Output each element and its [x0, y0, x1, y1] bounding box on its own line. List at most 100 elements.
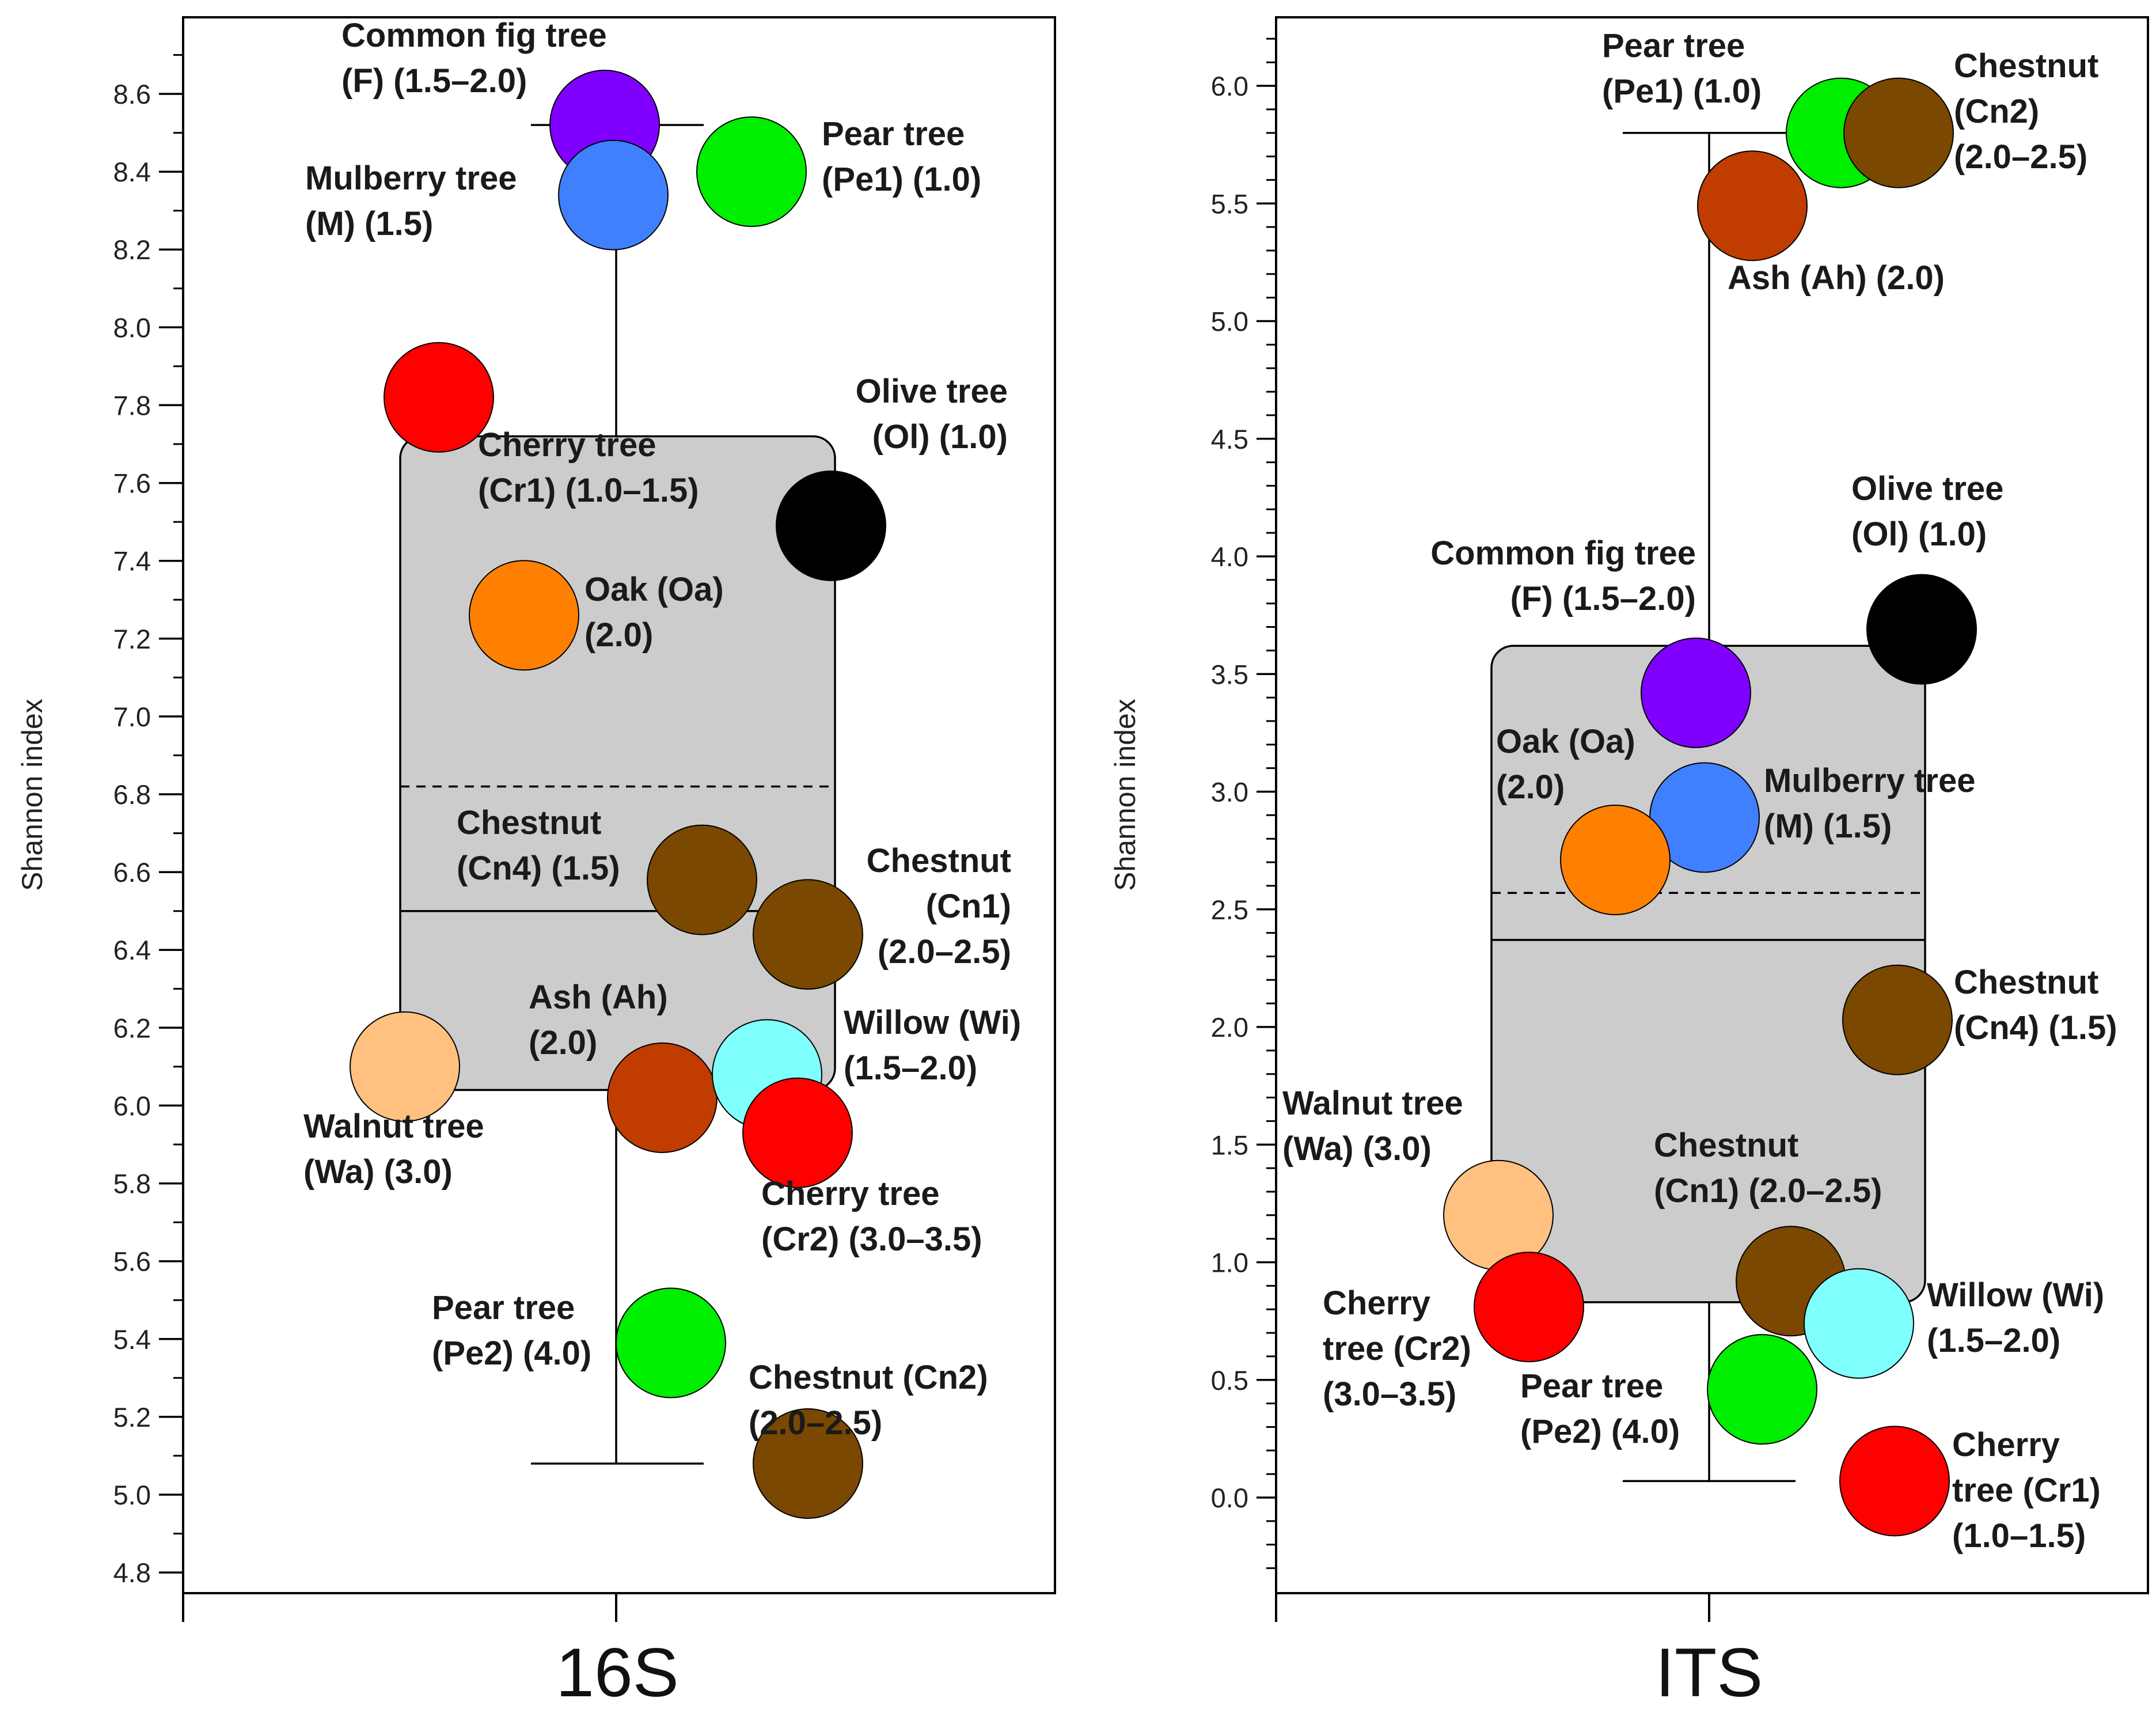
y-tick-label: 5.8	[113, 1169, 151, 1199]
point-label-line: Willow (Wi)	[844, 1004, 1021, 1041]
y-tick-label: 7.0	[113, 702, 151, 732]
y-tick-label: 6.4	[113, 935, 151, 965]
y-tick-label: 7.6	[113, 468, 151, 499]
point-label-common-fig-tree-f: Common fig tree (F) (1.5–2.0)	[341, 17, 607, 100]
point-label-olive-tree-ol: Olive tree (Ol) (1.0)	[1851, 470, 2003, 553]
point-label-chestnut-cn1: Chestnut (Cn1) (2.0–2.5)	[1654, 1127, 1882, 1210]
point-label-olive-tree-ol: Olive tree (Ol) (1.0)	[856, 373, 1008, 456]
panel-title: 16S	[556, 1634, 679, 1711]
point-label-line: (Cn1) (2.0–2.5)	[1654, 1172, 1882, 1210]
point-label-line: (Cn4) (1.5)	[457, 850, 620, 887]
point-label-line: Cherry	[1323, 1284, 1430, 1322]
point-label-chestnut-cn1: Chestnut (Cn1) (2.0–2.5)	[867, 842, 1011, 971]
point-label-line: tree (Cr1)	[1952, 1472, 2101, 1509]
point-label-line: Olive tree	[856, 373, 1008, 410]
point-cherry-tree-cr2	[1474, 1252, 1584, 1363]
point-label-line: (Pe2) (4.0)	[432, 1335, 591, 1372]
panel-16s: 4.8 5.0 5.2 5.4 5.6 5.8 6.0 6.2 6.4 6.6 6.8 7.0 7.2 7…	[16, 16, 1056, 1711]
point-willow-wi	[1804, 1268, 1914, 1379]
point-label-line: (Cn2)	[1954, 93, 2039, 130]
point-label-line: (F) (1.5–2.0)	[341, 62, 527, 100]
y-axis-label: Shannon index	[16, 699, 48, 891]
point-label-cherry-tree-cr2: Cherry tree (Cr2) (3.0–3.5)	[1323, 1284, 1471, 1413]
y-tick-label: 7.4	[113, 546, 151, 577]
point-label-cherry-tree-cr1: Cherry tree (Cr1) (1.0–1.5)	[478, 426, 699, 509]
point-oak-oa	[469, 560, 579, 671]
point-ash-ah	[607, 1042, 718, 1153]
y-axis-label: Shannon index	[1109, 699, 1141, 891]
y-tick-label: 5.6	[113, 1246, 151, 1277]
point-label-line: Mulberry tree	[305, 160, 517, 197]
point-label-line: tree (Cr2)	[1323, 1330, 1471, 1367]
y-tick-label: 8.2	[113, 234, 151, 265]
point-label-line: (1.5–2.0)	[1927, 1322, 2060, 1359]
y-tick-label: 0.0	[1211, 1483, 1248, 1513]
y-tick-label: 6.8	[113, 779, 151, 810]
y-tick-label: 6.6	[113, 857, 151, 888]
point-label-oak-oa: Oak (Oa) (2.0)	[1496, 723, 1635, 806]
y-tick-label: 5.4	[113, 1324, 151, 1355]
y-tick-label: 5.0	[113, 1480, 151, 1510]
point-label-line: (Cr1) (1.0–1.5)	[478, 472, 699, 509]
point-label-line: Walnut tree	[1282, 1085, 1463, 1122]
point-chestnut-cn4	[647, 824, 757, 935]
point-label-ash-ah: Ash (Ah) (2.0)	[529, 979, 668, 1062]
point-label-line: Cherry tree	[478, 426, 656, 464]
point-pear-tree-pe2	[1707, 1334, 1817, 1445]
point-label-line: Chestnut	[1954, 47, 2098, 85]
y-tick-label: 4.8	[113, 1557, 151, 1588]
y-tick-label: 5.5	[1211, 188, 1248, 219]
point-olive-tree-ol	[1866, 574, 1977, 685]
point-label-line: Cherry tree	[761, 1175, 939, 1212]
point-label-line: Olive tree	[1851, 470, 2003, 507]
point-label-mulberry-tree-m: Mulberry tree (M) (1.5)	[1764, 762, 1975, 845]
point-label-line: Cherry	[1952, 1426, 2060, 1464]
point-label-line: (M) (1.5)	[1764, 808, 1892, 845]
point-label-line: Pear tree	[1602, 27, 1745, 65]
point-label-pear-tree-pe2: Pear tree (Pe2) (4.0)	[432, 1289, 591, 1372]
point-label-line: (Pe1) (1.0)	[1602, 73, 1762, 110]
point-label-line: Chestnut (Cn2)	[749, 1359, 988, 1396]
point-chestnut-cn1	[753, 879, 863, 990]
point-chestnut-cn2	[1843, 77, 1954, 188]
y-tick-label: 0.5	[1211, 1365, 1248, 1396]
point-label-line: Pear tree	[822, 115, 965, 153]
point-label-ash-ah: Ash (Ah) (2.0)	[1728, 259, 1945, 297]
y-tick-label: 6.0	[113, 1090, 151, 1121]
point-label-line: Willow (Wi)	[1927, 1276, 2104, 1314]
point-label-chestnut-cn4: Chestnut (Cn4) (1.5)	[1954, 964, 2117, 1047]
point-label-chestnut-cn2: Chestnut (Cn2) (2.0–2.5)	[1954, 47, 2098, 176]
point-label-line: (F) (1.5–2.0)	[1510, 580, 1696, 617]
y-tick-label: 5.0	[1211, 306, 1248, 337]
point-label-line: (Cr2) (3.0–3.5)	[761, 1221, 982, 1258]
point-label-line: (2.0–2.5)	[1954, 138, 2087, 176]
y-tick-label: 5.2	[113, 1402, 151, 1432]
point-label-cherry-tree-cr1: Cherry tree (Cr1) (1.0–1.5)	[1952, 1426, 2101, 1555]
point-cherry-tree-cr1	[1839, 1426, 1950, 1537]
y-tick-label: 8.6	[113, 79, 151, 109]
point-label-line: Chestnut	[867, 842, 1011, 880]
point-label-willow-wi: Willow (Wi) (1.5–2.0)	[844, 1004, 1021, 1087]
point-mulberry-tree-m	[558, 139, 669, 251]
point-chestnut-cn4	[1842, 964, 1953, 1075]
point-label-line: (Wa) (3.0)	[303, 1153, 453, 1191]
point-ash-ah	[1697, 150, 1808, 261]
point-cherry-tree-cr2	[742, 1077, 853, 1188]
point-label-common-fig-tree-f: Common fig tree (F) (1.5–2.0)	[1430, 535, 1696, 617]
plot-frame	[1275, 16, 2149, 1594]
plot-frame	[182, 16, 1056, 1594]
point-label-pear-tree-pe1: Pear tree (Pe1) (1.0)	[1602, 27, 1762, 110]
y-tick-label: 6.0	[1211, 71, 1248, 101]
point-label-line: Walnut tree	[303, 1108, 484, 1145]
point-label-line: (2.0–2.5)	[878, 933, 1011, 971]
point-label-line: (Cn4) (1.5)	[1954, 1009, 2117, 1047]
point-label-line: (3.0–3.5)	[1323, 1375, 1456, 1413]
panel-title: ITS	[1656, 1634, 1763, 1711]
point-label-line: (2.0)	[529, 1024, 597, 1062]
point-label-line: (Pe2) (4.0)	[1520, 1413, 1680, 1450]
y-tick-label: 8.4	[113, 157, 151, 187]
y-tick-label: 7.2	[113, 624, 151, 654]
y-tick-label: 4.0	[1211, 541, 1248, 572]
y-tick-label: 8.0	[113, 312, 151, 343]
